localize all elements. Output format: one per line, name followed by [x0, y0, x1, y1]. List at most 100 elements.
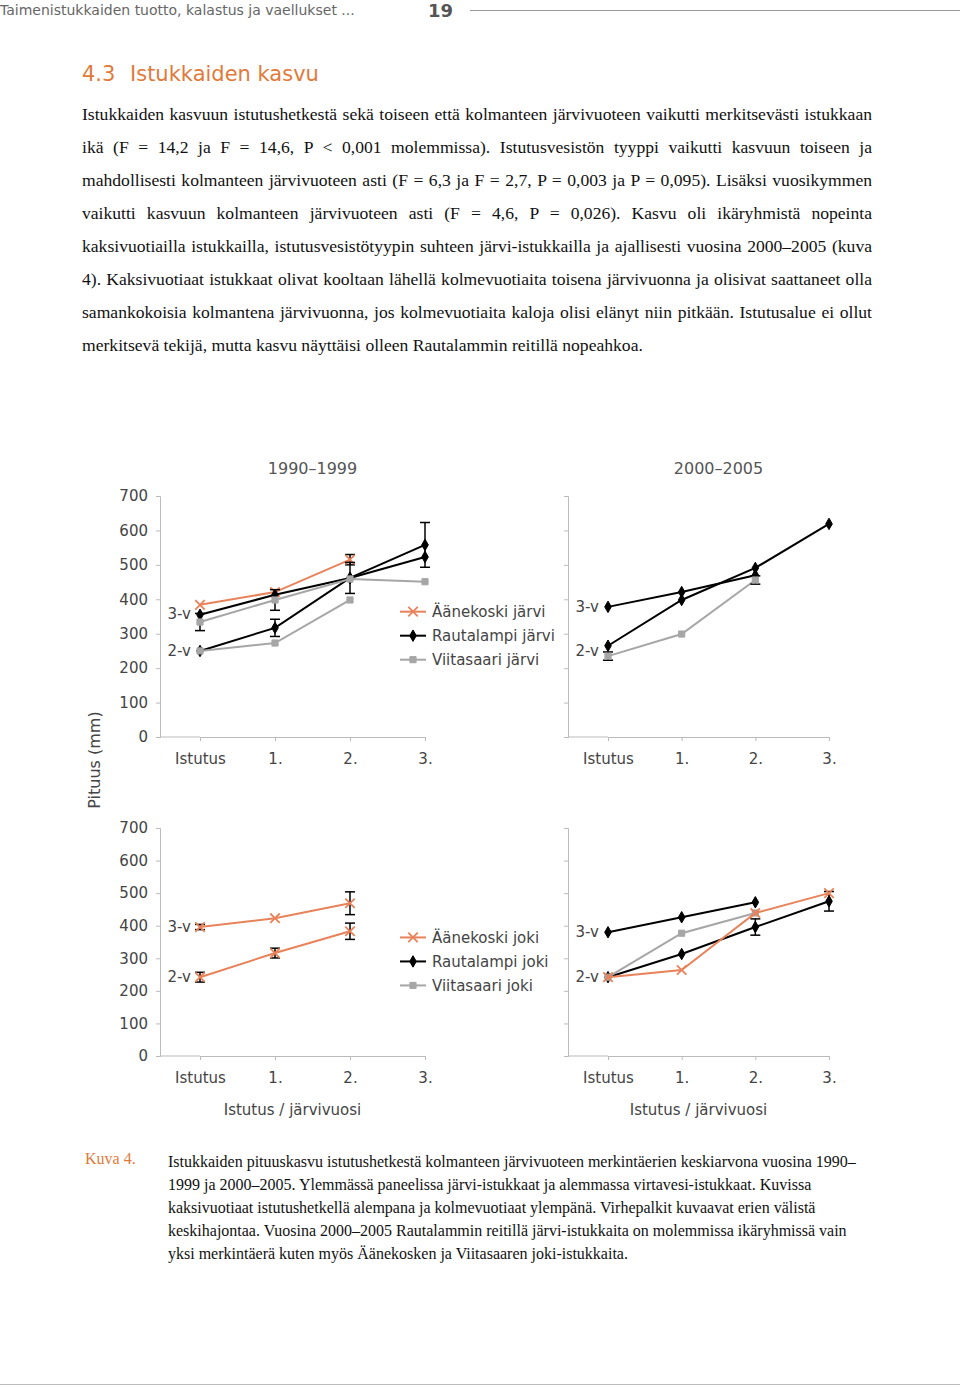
tick-mark: [682, 737, 683, 741]
marker: [197, 645, 204, 656]
tick-mark: [350, 737, 351, 741]
tick-mark: [682, 1056, 683, 1060]
marker: [272, 640, 278, 646]
axis-line: [609, 738, 830, 742]
marker: [422, 579, 428, 585]
marker: [679, 631, 685, 637]
legend-marker: [410, 956, 417, 967]
tick: [564, 634, 568, 635]
tick-label: Istutus: [175, 1069, 226, 1087]
annotation: 2-v: [168, 642, 192, 660]
marker: [605, 601, 612, 612]
marker: [826, 518, 833, 529]
tick-mark: [156, 1056, 160, 1057]
marker: [195, 922, 204, 931]
tick-label: Istutus: [583, 750, 634, 768]
plot-area: [603, 888, 834, 982]
axis-line: [609, 1057, 830, 1061]
tick: 200: [119, 982, 160, 1000]
tick-label: 3.: [418, 1069, 432, 1087]
tick-label: 1.: [675, 750, 689, 768]
tick: 300: [119, 625, 160, 643]
marker: [272, 597, 278, 603]
legend-marker: [410, 657, 416, 663]
tick-label: 400: [119, 591, 148, 609]
error-bar: [195, 972, 205, 982]
tick: [564, 861, 568, 862]
tick-mark: [156, 668, 160, 669]
marker: [347, 572, 354, 583]
plot-area: [195, 523, 430, 657]
tick: 1.: [675, 737, 689, 768]
tick-mark: [755, 737, 756, 741]
tick-label: 300: [119, 625, 148, 643]
paragraph: Istukkaiden kasvuun istutushetkestä sekä…: [82, 98, 872, 362]
tick-mark: [156, 828, 160, 829]
tick: 100: [119, 694, 160, 712]
error-bar: [420, 523, 430, 568]
error-bar: [603, 652, 613, 660]
y-axis: [564, 829, 569, 1057]
legend: Äänekoski jokiRautalampi jokiViitasaari …: [400, 928, 549, 995]
tick-mark: [350, 1056, 351, 1060]
tick-mark: [156, 958, 160, 959]
tick-label: 600: [119, 852, 148, 870]
annotation: 3-v: [168, 918, 192, 936]
tick: 200: [119, 659, 160, 677]
tick-mark: [608, 737, 609, 741]
tick: 600: [119, 522, 160, 540]
tick-mark: [156, 565, 160, 566]
marker: [679, 930, 685, 936]
tick-mark: [564, 958, 568, 959]
tick-mark: [564, 634, 568, 635]
tick-label: 0: [138, 1047, 148, 1065]
marker: [347, 572, 354, 583]
legend-label: Äänekoski joki: [432, 928, 539, 947]
axis-line: [201, 1057, 426, 1061]
chart-title: 2000–2005: [674, 459, 763, 478]
tick: [564, 668, 568, 669]
marker: [605, 653, 611, 659]
tick: [564, 496, 568, 497]
tick: 2.: [749, 1056, 763, 1087]
tick-mark: [156, 893, 160, 894]
tick-mark: [200, 1056, 201, 1060]
tick: [564, 926, 568, 927]
legend-item: Viitasaari joki: [400, 977, 533, 995]
tick: 3.: [418, 1056, 432, 1087]
tick: [564, 893, 568, 894]
axis-line: [160, 737, 200, 738]
tick: 1.: [268, 737, 282, 768]
marker: [345, 927, 354, 936]
marker: [605, 926, 612, 937]
tick: 700: [119, 819, 160, 837]
tick: Istutus: [583, 737, 634, 768]
tick-label: 400: [119, 917, 148, 935]
marker: [678, 594, 685, 605]
series-line: [608, 524, 829, 646]
annotation: 3-v: [576, 598, 600, 616]
tick-label: 2.: [343, 1069, 357, 1087]
marker: [422, 539, 429, 550]
tick-label: 700: [119, 819, 148, 837]
tick-mark: [564, 991, 568, 992]
tick: [564, 703, 568, 704]
series-line: [608, 901, 829, 977]
page-number: 19: [428, 0, 453, 21]
tick: 300: [119, 950, 160, 968]
legend-label: Äänekoski järvi: [432, 602, 546, 621]
chart-panel: 0100200300400500600700Istutus1.2.3.1990–…: [119, 459, 555, 768]
tick-mark: [564, 737, 568, 738]
x-axis: Istutus1.2.3.: [583, 1056, 837, 1087]
tick-label: 2.: [749, 750, 763, 768]
x-axis-title: Istutus / järvivuosi: [224, 1101, 362, 1119]
tick-label: Istutus: [175, 750, 226, 768]
axis-line: [564, 497, 569, 738]
tick-mark: [156, 991, 160, 992]
marker: [605, 640, 612, 651]
tick-mark: [156, 737, 160, 738]
tick: [564, 958, 568, 959]
tick: Istutus: [175, 737, 226, 768]
series-line: [200, 579, 425, 622]
error-bar: [270, 619, 280, 636]
